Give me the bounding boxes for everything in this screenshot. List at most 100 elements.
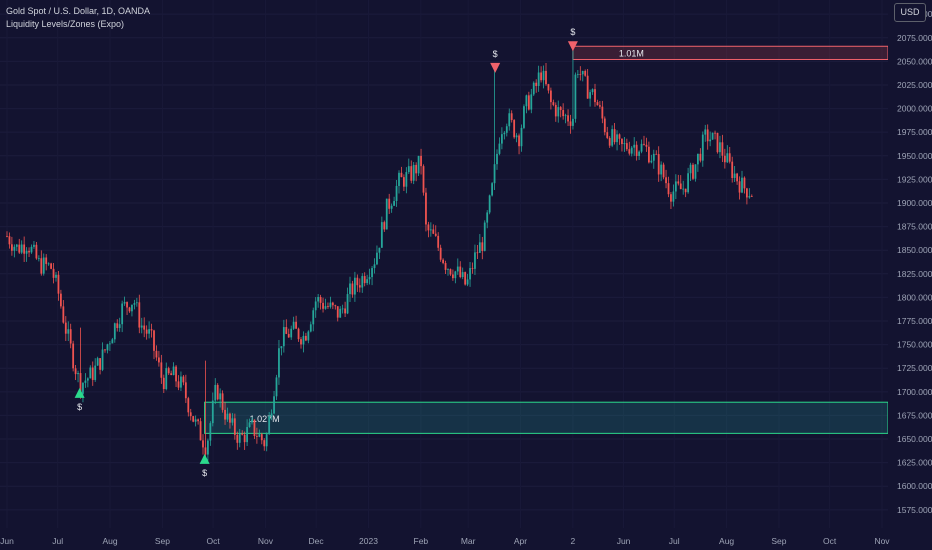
candle-body <box>376 252 378 265</box>
candle <box>432 224 435 235</box>
indicator-label[interactable]: Liquidity Levels/Zones (Expo) <box>6 19 125 29</box>
candle-body <box>731 161 734 179</box>
candle <box>336 306 339 322</box>
candle <box>297 327 300 342</box>
chart-title: Gold Spot / U.S. Dollar, 1D, OANDA <box>6 6 151 16</box>
candle <box>550 87 552 110</box>
candle-body <box>623 143 626 145</box>
candle-body <box>471 268 474 269</box>
x-tick-label: Feb <box>414 536 429 546</box>
candle <box>523 104 525 130</box>
y-tick-label: 1850.000 <box>897 245 932 255</box>
candle <box>596 99 599 106</box>
candle <box>385 198 388 230</box>
x-tick-label: 2 <box>571 536 576 546</box>
candle <box>493 68 496 191</box>
candle <box>165 362 168 391</box>
candle <box>719 135 721 159</box>
candle <box>606 126 609 140</box>
candle-body <box>226 413 229 420</box>
candle-body <box>344 308 346 314</box>
candle-body <box>613 129 616 143</box>
candle <box>694 164 697 182</box>
candle <box>557 100 560 123</box>
candle <box>510 110 513 123</box>
candle <box>209 421 212 446</box>
candle <box>731 156 734 183</box>
candle <box>128 306 131 313</box>
y-tick-label: 2050.000 <box>897 56 932 66</box>
candle-body <box>33 244 35 247</box>
candle-body <box>750 196 753 197</box>
candle <box>456 258 459 275</box>
candle <box>233 413 236 440</box>
candle <box>167 366 170 375</box>
candle <box>62 300 65 324</box>
candle <box>45 254 48 271</box>
candle-body <box>177 381 180 388</box>
candle <box>184 374 187 404</box>
candle-body <box>30 246 33 253</box>
candle <box>6 231 8 238</box>
candle <box>733 166 736 182</box>
candle-body <box>358 285 361 288</box>
candle-body <box>464 272 467 285</box>
candle-body <box>625 143 628 150</box>
x-tick-label: Jun <box>0 536 14 546</box>
candle <box>638 150 640 161</box>
candle-body <box>611 129 614 146</box>
candle-body <box>618 134 621 139</box>
x-tick-label: Nov <box>258 536 274 546</box>
candle-body <box>106 344 109 351</box>
candle-body <box>655 153 658 155</box>
candle <box>706 124 709 150</box>
candle-body <box>542 70 545 81</box>
candle <box>231 413 234 426</box>
candle-body <box>449 269 452 275</box>
candle <box>670 192 672 209</box>
candle <box>640 139 643 154</box>
candle <box>238 428 241 448</box>
candle-body <box>733 173 736 179</box>
candle <box>197 418 199 425</box>
candle <box>723 148 726 169</box>
candle-body <box>469 268 471 280</box>
candle <box>96 356 99 366</box>
x-tick-label: Oct <box>206 536 220 546</box>
candle-body <box>456 266 459 272</box>
candle-body <box>307 331 310 341</box>
candle-body <box>312 310 315 325</box>
candle-body <box>716 132 719 153</box>
candle-body <box>709 139 712 142</box>
candle-body <box>505 126 508 133</box>
chart-grid <box>0 13 888 511</box>
candle <box>572 47 574 130</box>
candle <box>295 315 297 329</box>
candle <box>576 70 579 79</box>
candle <box>476 244 479 260</box>
candle-body <box>15 244 18 247</box>
x-tick-label: Jul <box>52 536 63 546</box>
candle <box>665 169 667 189</box>
x-tick-label: 2023 <box>359 536 378 546</box>
candle <box>302 331 305 353</box>
candle-body <box>165 368 168 390</box>
candle-body <box>672 191 675 202</box>
candle <box>613 122 616 145</box>
candle-body <box>91 367 94 380</box>
y-tick-label: 2075.000 <box>897 33 932 43</box>
y-tick-label: 1700.000 <box>897 387 932 397</box>
y-tick-label: 1600.000 <box>897 481 932 491</box>
currency-button[interactable]: USD <box>894 3 926 22</box>
candle-body <box>679 183 682 190</box>
candle-body <box>57 274 60 294</box>
candle <box>11 236 13 256</box>
candle-body <box>50 263 52 269</box>
candle-body <box>540 72 542 81</box>
candle-body <box>415 164 418 174</box>
candle-body <box>550 90 552 103</box>
candle-body <box>339 308 342 318</box>
candle <box>258 429 261 438</box>
candle <box>390 203 393 213</box>
